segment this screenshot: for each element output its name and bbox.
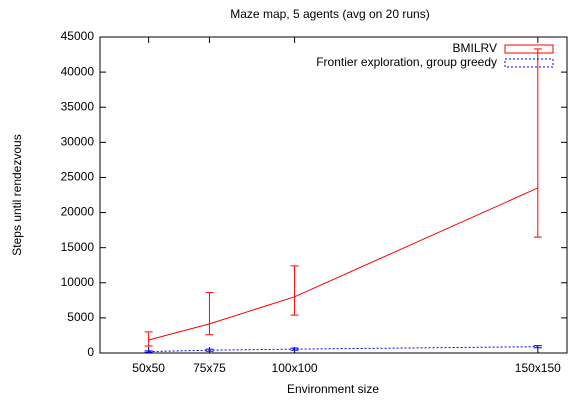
y-tick-label: 10000 xyxy=(61,275,95,289)
plot-frame xyxy=(99,36,568,354)
series-line xyxy=(148,187,539,341)
y-tick-label: 30000 xyxy=(61,135,95,149)
x-tick-label: 50x50 xyxy=(132,361,165,375)
legend-label: BMILRV xyxy=(453,41,497,55)
x-axis-label: Environment size xyxy=(287,382,379,396)
y-tick-label: 15000 xyxy=(61,240,95,254)
y-tick-label: 5000 xyxy=(67,310,94,324)
y-tick-label: 0 xyxy=(87,345,94,359)
x-tick-label: 75x75 xyxy=(193,361,226,375)
legend-label: Frontier exploration, group greedy xyxy=(316,55,497,69)
chart-title: Maze map, 5 agents (avg on 20 runs) xyxy=(230,7,429,21)
x-tick-label: 150x150 xyxy=(515,361,561,375)
y-tick-label: 20000 xyxy=(61,205,95,219)
y-tick-label: 45000 xyxy=(61,29,95,43)
legend-swatch xyxy=(504,44,554,54)
y-tick-label: 35000 xyxy=(61,99,95,113)
legend-swatch xyxy=(504,58,554,68)
y-tick-label: 40000 xyxy=(61,64,95,78)
y-tick-label: 25000 xyxy=(61,170,95,184)
x-tick-label: 100x100 xyxy=(272,361,318,375)
y-axis-label: Steps until rendezvous xyxy=(10,134,24,255)
